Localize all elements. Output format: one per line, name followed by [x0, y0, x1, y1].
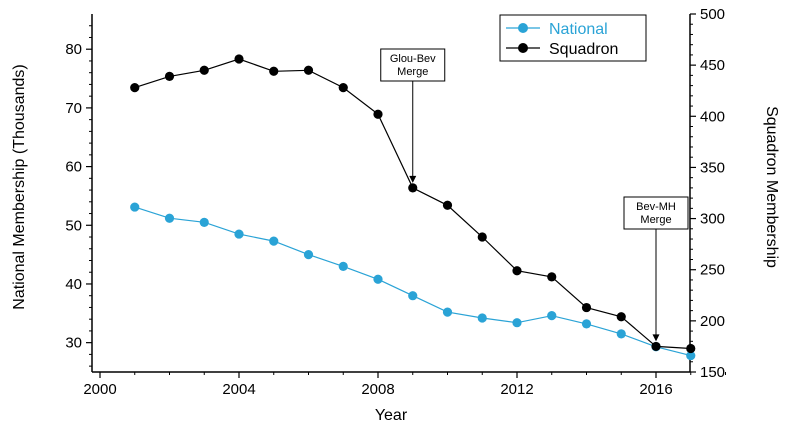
plot-frame — [91, 14, 691, 373]
right-tick-label: 300 — [700, 211, 725, 228]
national-point — [234, 229, 244, 239]
squadron-point — [199, 65, 209, 75]
national-point — [130, 202, 140, 212]
right-tick-label: 350 — [700, 159, 725, 176]
legend: National Squadron — [499, 14, 647, 62]
squadron-point — [616, 312, 626, 322]
national-point — [373, 274, 383, 284]
x-tick-label: 2016 — [639, 381, 672, 398]
x-tick-label: 2000 — [83, 381, 116, 398]
squadron-point — [338, 83, 348, 93]
x-axis-title: Year — [375, 407, 408, 424]
right-tick-label: 150 — [700, 364, 725, 381]
data-series — [130, 54, 696, 361]
annotation-line1: Glou-Bev — [390, 53, 436, 65]
annotation-box — [623, 196, 689, 230]
annotation-line2: Merge — [640, 214, 671, 226]
national-point — [616, 329, 626, 339]
annotation-box — [380, 48, 446, 82]
national-point — [338, 261, 348, 271]
squadron-point — [512, 266, 522, 276]
annotation-line1: Bev-MH — [636, 201, 676, 213]
squadron-point — [269, 66, 279, 76]
left-tick-label: 80 — [65, 41, 82, 58]
national-point — [269, 236, 279, 246]
legend-national-label: National — [549, 21, 608, 38]
axis-ticks: 2000 2004 2008 2012 2016 30 40 50 60 70 80 150 200 25… — [65, 6, 726, 398]
x-tick-label: 2004 — [222, 381, 255, 398]
squadron-point — [686, 343, 696, 354]
squadron-point — [408, 183, 418, 193]
annotation-arrow-head — [409, 175, 417, 183]
legend-squadron-label: Squadron — [549, 41, 618, 58]
right-tick-label: 200 — [700, 313, 725, 330]
squadron-point — [303, 65, 314, 75]
legend-national-marker — [518, 23, 528, 33]
national-point — [547, 311, 557, 321]
squadron-point — [651, 341, 661, 352]
squadron-point — [477, 232, 487, 242]
squadron-point — [442, 200, 453, 210]
left-tick-label: 50 — [65, 217, 82, 234]
right-tick-label: 400 — [700, 108, 725, 125]
right-axis-title: Squadron Membership — [763, 106, 780, 268]
x-tick-label: 2012 — [500, 381, 533, 398]
right-tick-label: 500 — [700, 6, 725, 23]
squadron-point — [581, 302, 592, 313]
national-point — [686, 350, 696, 361]
national-line — [134, 206, 691, 357]
right-tick-label: 450 — [700, 57, 725, 74]
x-tick-label: 2008 — [361, 381, 394, 398]
squadron-point — [373, 109, 383, 119]
left-tick-label: 40 — [65, 276, 82, 293]
national-point — [442, 307, 453, 317]
left-tick-label: 70 — [65, 100, 82, 117]
squadron-point — [234, 54, 244, 64]
legend-box — [499, 14, 647, 62]
national-point — [477, 313, 487, 323]
squadron-point — [130, 83, 140, 93]
national-point — [408, 291, 418, 301]
squadron-point — [164, 71, 175, 81]
left-tick-label: 60 — [65, 159, 82, 176]
left-axis-title: National Membership (Thousands) — [11, 64, 28, 309]
national-point — [164, 213, 175, 223]
annotation-arrow-head — [652, 334, 660, 342]
legend-squadron-marker — [518, 43, 528, 53]
national-point — [199, 217, 209, 227]
squadron-point — [547, 272, 557, 282]
national-point — [303, 250, 314, 260]
national-point — [581, 319, 592, 329]
annotation-line2: Merge — [397, 66, 428, 78]
right-tick-label: 250 — [700, 262, 725, 279]
left-tick-label: 30 — [65, 335, 82, 352]
national-point — [512, 318, 522, 328]
